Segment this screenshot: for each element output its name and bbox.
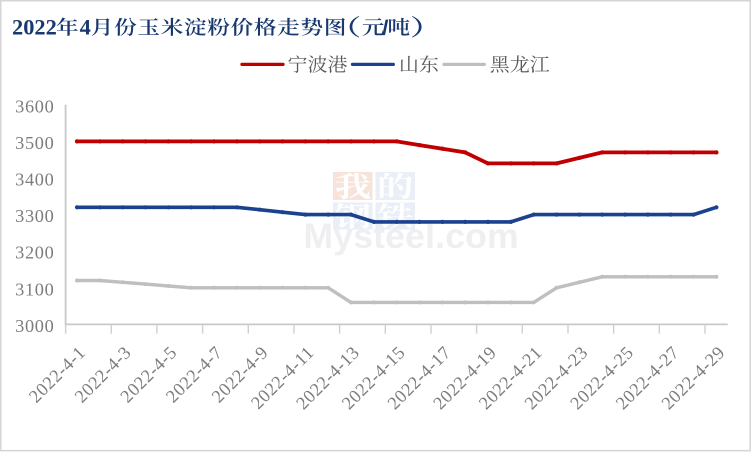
svg-text:3000: 3000 (15, 316, 54, 336)
svg-text:3400: 3400 (15, 170, 54, 190)
svg-text:3600: 3600 (15, 96, 54, 116)
svg-text:3200: 3200 (15, 243, 54, 263)
svg-text:2022: 2022 (12, 15, 57, 40)
svg-text:4: 4 (80, 15, 91, 40)
svg-text:3500: 3500 (15, 133, 54, 153)
svg-text:3100: 3100 (15, 279, 54, 299)
svg-text:3300: 3300 (15, 206, 54, 226)
